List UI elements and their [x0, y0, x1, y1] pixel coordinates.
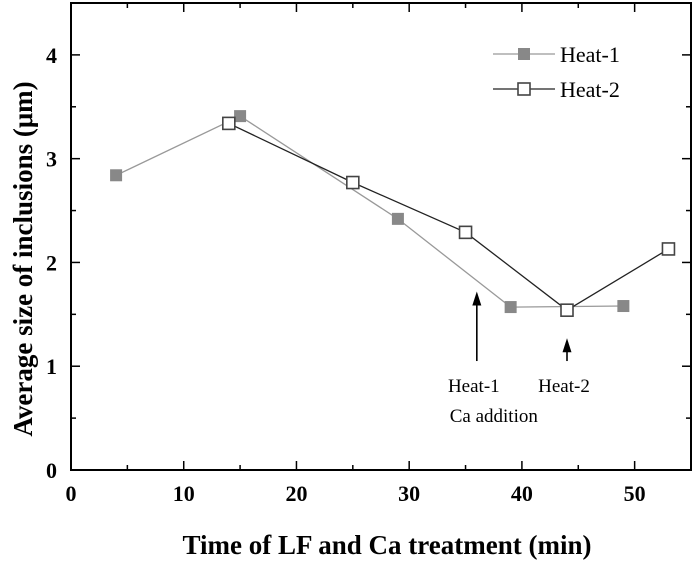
x-tick-label: 50: [624, 481, 646, 506]
x-tick-label: 20: [285, 481, 307, 506]
legend-label: Heat-2: [560, 77, 620, 102]
legend-marker: [517, 82, 531, 96]
legend-label: Heat-1: [560, 42, 620, 67]
y-tick-label: 0: [46, 458, 57, 483]
x-tick-label: 0: [66, 481, 77, 506]
series-2: [222, 116, 676, 317]
annotation-heat1: Heat-1 Ca addition: [448, 291, 539, 427]
series-line: [115, 115, 624, 308]
series-1: [110, 110, 630, 314]
annotation-sublabel: Ca addition: [450, 406, 539, 427]
legend-marker: [518, 48, 530, 60]
arrow-head: [562, 338, 572, 353]
legend-entry: Heat-1: [493, 42, 620, 67]
annotation-label: Heat-2: [538, 376, 590, 397]
y-tick-label: 3: [46, 147, 57, 172]
axis-ticks: [70, 2, 692, 471]
plot-frame: [70, 2, 692, 471]
series-layer: [110, 110, 676, 317]
data-point: [222, 116, 236, 131]
data-point: [110, 169, 123, 182]
x-axis-title: Time of LF and Ca treatment (min): [183, 530, 592, 560]
legend-entry: Heat-2: [493, 77, 620, 102]
annotations: Heat-1 Ca addition Heat-2: [448, 291, 590, 427]
data-point: [391, 212, 404, 225]
x-tick-label: 10: [173, 481, 195, 506]
data-point: [617, 300, 630, 313]
data-point: [346, 175, 360, 190]
tick-labels: 0 10 20 30 40 50 0 1 2 3 4: [46, 43, 646, 506]
y-axis-title: Average size of inclusions (μm): [8, 81, 38, 436]
data-point: [504, 301, 517, 314]
data-point: [234, 110, 247, 123]
plot-area: [70, 2, 692, 471]
y-tick-label: 4: [46, 43, 57, 68]
annotation-heat2: Heat-2: [538, 338, 590, 397]
data-point: [560, 303, 574, 317]
y-tick-label: 2: [46, 250, 57, 275]
data-point: [661, 242, 676, 256]
x-tick-label: 40: [511, 481, 533, 506]
y-tick-label: 1: [46, 354, 57, 379]
annotation-label: Heat-1: [448, 376, 500, 397]
x-tick-label: 30: [398, 481, 420, 506]
arrow-head: [472, 291, 482, 306]
legend: Heat-1 Heat-2: [493, 42, 620, 102]
data-point: [458, 225, 473, 240]
